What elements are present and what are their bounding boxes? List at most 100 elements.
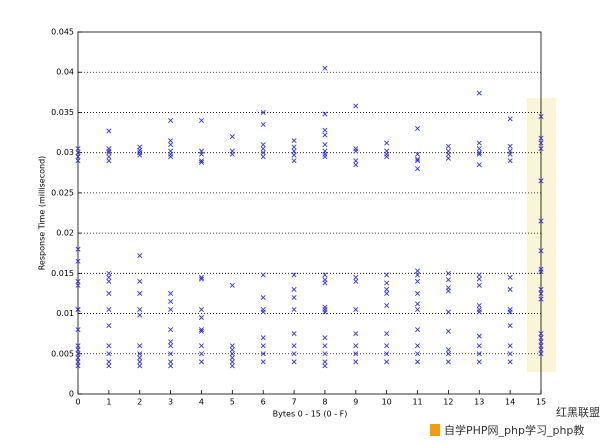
- data-point: [322, 363, 328, 369]
- data-point: [415, 290, 421, 296]
- data-point: [507, 323, 513, 329]
- data-point: [538, 218, 544, 224]
- data-point: [106, 323, 112, 329]
- y-tick-label: 0.005: [51, 349, 74, 358]
- y-tick-label: 0: [69, 390, 74, 399]
- x-tick-label: 11: [412, 398, 422, 407]
- data-point: [260, 142, 266, 148]
- data-point: [229, 363, 235, 369]
- data-point: [353, 278, 359, 284]
- data-point: [322, 111, 328, 117]
- data-point: [137, 355, 143, 361]
- data-point: [538, 343, 544, 349]
- data-point: [322, 343, 328, 349]
- x-tick-label: 4: [199, 398, 204, 407]
- data-point: [75, 158, 81, 164]
- data-point: [538, 351, 544, 357]
- data-point: [106, 158, 112, 164]
- data-point: [538, 335, 544, 341]
- data-point: [168, 339, 174, 345]
- data-point: [384, 140, 390, 146]
- data-point: [168, 151, 174, 157]
- data-point: [538, 146, 544, 152]
- data-point: [476, 140, 482, 146]
- data-point: [384, 351, 390, 357]
- data-point: [415, 158, 421, 164]
- data-point: [384, 343, 390, 349]
- data-point: [538, 269, 544, 275]
- data-point: [137, 253, 143, 259]
- data-point: [229, 359, 235, 365]
- y-axis-label: Response Time (millisecond): [38, 156, 47, 271]
- data-point: [260, 272, 266, 278]
- data-point: [291, 294, 297, 300]
- x-tick-label: 7: [292, 398, 297, 407]
- data-point: [137, 363, 143, 369]
- data-point: [198, 351, 204, 357]
- data-point: [75, 307, 81, 313]
- data-point: [415, 343, 421, 349]
- data-point: [198, 274, 204, 280]
- data-point: [291, 158, 297, 164]
- x-tick-label: 15: [536, 398, 546, 407]
- data-point: [168, 117, 174, 124]
- data-point: [106, 128, 112, 134]
- data-point: [260, 359, 266, 365]
- data-point: [445, 359, 451, 365]
- data-point: [353, 343, 359, 349]
- x-axis-label: Bytes 0 - 15 (0 - F): [273, 410, 348, 419]
- y-tick-label: 0.035: [51, 108, 74, 117]
- y-tick-label: 0.02: [56, 229, 74, 238]
- data-point: [353, 148, 359, 154]
- data-point: [260, 335, 266, 341]
- data-point: [507, 274, 513, 280]
- data-point: [137, 278, 143, 284]
- x-tick-label: 9: [353, 398, 358, 407]
- x-tick-label: 5: [230, 398, 235, 407]
- data-point: [507, 116, 513, 122]
- watermark-brand: 红黑联盟: [556, 406, 600, 419]
- data-point: [75, 278, 81, 284]
- data-point: [229, 343, 235, 349]
- data-point: [353, 162, 359, 168]
- data-point: [168, 154, 174, 160]
- data-point: [445, 347, 451, 353]
- data-point: [322, 142, 328, 148]
- watermark-icon: [430, 424, 440, 436]
- data-point: [384, 286, 390, 292]
- data-point: [384, 331, 390, 337]
- x-tick-label: 8: [322, 398, 327, 407]
- data-point: [106, 148, 112, 154]
- data-point: [322, 127, 328, 133]
- data-point: [260, 146, 266, 152]
- data-point: [198, 307, 204, 313]
- data-point: [538, 178, 544, 184]
- data-point: [106, 363, 112, 369]
- data-point: [476, 150, 482, 156]
- data-point: [476, 343, 482, 349]
- data-point: [445, 309, 451, 315]
- data-point: [415, 307, 421, 313]
- data-point: [75, 246, 81, 252]
- data-point: [476, 309, 482, 315]
- y-tick-label: 0.04: [56, 68, 74, 77]
- data-point: [291, 148, 297, 154]
- data-point: [75, 146, 81, 152]
- data-point: [384, 272, 390, 278]
- data-point: [291, 286, 297, 292]
- data-point: [260, 307, 266, 313]
- data-point: [106, 290, 112, 296]
- data-point: [415, 351, 421, 357]
- data-point: [168, 327, 174, 333]
- data-point: [415, 278, 421, 284]
- data-point: [445, 351, 451, 357]
- data-point: [106, 146, 112, 152]
- data-point: [384, 302, 390, 309]
- plot-frame: [77, 31, 542, 395]
- data-point: [137, 359, 143, 365]
- data-point: [291, 359, 297, 365]
- data-point: [229, 134, 235, 140]
- data-point: [507, 307, 513, 313]
- data-point: [168, 343, 174, 349]
- data-point: [538, 339, 544, 345]
